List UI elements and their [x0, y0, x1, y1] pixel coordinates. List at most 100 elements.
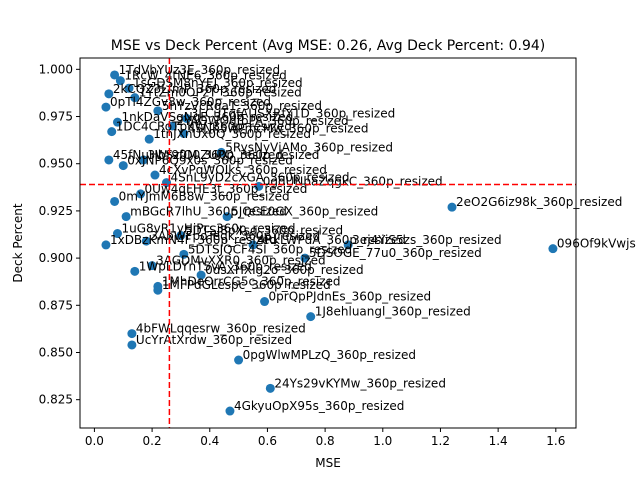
point-label: 4SNK5wPmcMw_360p_resized: [188, 122, 369, 136]
point-label: 4RkLWPdA_360p_resized: [257, 233, 406, 247]
point-label: 1MhDeOrrCG5c_360p_resized: [162, 274, 341, 288]
point-label: 1xDBzKmN4F_360p_resized: [110, 233, 277, 247]
x-tick-label: 0.8: [316, 434, 335, 448]
data-point: [104, 89, 114, 99]
point-label: 096Of9kVwjs: [557, 237, 636, 251]
point-label: 24Ys29vKYMw_360p_resized: [274, 376, 446, 390]
point-label: 1J8ehluangl_360p_resized: [315, 305, 471, 319]
point-label: 1TdVbYUz3E_360p_resized: [119, 63, 281, 77]
point-label: 0mYJmM6B8w_360p_resized: [119, 189, 290, 203]
x-tick-label: 0.4: [200, 434, 219, 448]
point-label: 5DTSJQCF4SI_360p_resized: [188, 242, 352, 256]
x-tick-label: 1.6: [546, 434, 565, 448]
data-point: [153, 285, 163, 295]
data-point: [265, 383, 275, 393]
point-label: 3AbWFpoTeqk_360p_resized: [150, 229, 320, 243]
point-label: 3AGDMvXXR0_360p_resized: [156, 254, 326, 268]
x-tick-label: 0.6: [258, 434, 277, 448]
data-point: [548, 244, 558, 254]
point-label: 5hYzVcRqa1_360p_resized: [162, 99, 322, 113]
data-point: [130, 266, 140, 276]
point-label: 3LCuTqfAUSXRfY1D_360p_resized: [191, 106, 396, 120]
plot-area-frame: [79, 57, 577, 429]
point-label: 0pgWlwMPLzQ_360p_resized: [243, 348, 416, 362]
x-axis-label: MSE: [315, 456, 341, 470]
point-label: 4GkyuOpX95s_360p_resized: [234, 399, 404, 413]
data-point: [101, 240, 111, 250]
point-label: 5RysNyVjAMo_360p_resized: [225, 140, 393, 154]
y-tick-label: 0.900: [39, 251, 73, 265]
data-point: [138, 155, 148, 165]
point-label: 0Uw4qFHE3t_360p_resized: [145, 182, 308, 196]
x-tick-label: 1.2: [431, 434, 450, 448]
data-point: [196, 270, 206, 280]
data-point: [179, 249, 189, 259]
data-point: [176, 230, 186, 240]
data-point: [182, 113, 192, 123]
x-tick-label: 0.0: [85, 434, 104, 448]
point-label: 1YtZm0OPzT_360p_resized: [139, 86, 302, 100]
y-tick-label: 0.875: [39, 298, 73, 312]
point-label: 4cXvPqWQIks_360p_resized: [159, 163, 327, 177]
chart-title: MSE vs Deck Percent (Avg MSE: 0.26, Avg …: [111, 38, 545, 54]
data-point: [447, 202, 457, 212]
point-label: 1nkDaVSgNgE_360p_resized: [121, 110, 293, 124]
point-label: 3ej4YiS5zs_360p_resized: [352, 233, 501, 247]
point-label: 1RcW_4tNE6_360p_resized: [124, 69, 286, 83]
point-label: 2eO2G6iz98k_360p_resized: [456, 195, 622, 209]
data-point: [101, 102, 111, 112]
data-point: [112, 117, 122, 127]
data-point: [141, 236, 151, 246]
y-tick-label: 0.950: [39, 157, 73, 171]
data-point: [124, 83, 134, 93]
point-label: 2YAOWOqfbPA_360p_resized: [176, 114, 348, 128]
point-label: 4bFWLqqesrw_360p_resized: [136, 322, 306, 336]
data-point: [112, 229, 122, 239]
data-point: [306, 312, 316, 322]
point-label: 0dsXHXIg2o_360p_resized: [205, 263, 364, 277]
data-point: [153, 106, 163, 116]
average-lines: [80, 58, 576, 428]
y-axis-label: Deck Percent: [11, 203, 25, 282]
point-label: 5DTSJ8pXsq_360p_resized: [185, 223, 343, 237]
point-label: 1MFPdGLespc_360p_resized: [162, 278, 331, 292]
data-point: [147, 261, 157, 271]
data-point: [234, 355, 244, 365]
x-axis-ticks: 0.0 0.2 0.4 0.6 0.8 1.0 1.2 1.4 1.6: [85, 428, 565, 448]
x-tick-label: 0.2: [143, 434, 162, 448]
point-label: 0pTl4ZGv8w_360p_resized: [110, 95, 271, 109]
point-label: 1WpLDYnT5vA_360p_resized: [139, 259, 312, 273]
data-point: [248, 240, 258, 250]
point-label: 5DSOGE_77u0_360p_resized: [309, 246, 482, 260]
data-point: [144, 134, 154, 144]
data-point: [121, 212, 131, 222]
data-point: [107, 127, 117, 137]
points-layer: [101, 70, 558, 416]
data-point: [115, 76, 125, 86]
x-tick-label: 1.4: [489, 434, 508, 448]
data-point: [179, 129, 189, 139]
data-point: [118, 161, 128, 171]
y-tick-label: 0.850: [39, 345, 73, 359]
point-label: 1uG8vR1yHjPc_360p_resized: [121, 222, 295, 236]
y-tick-label: 0.975: [39, 110, 73, 124]
point-label: 3Wr9fQ0ZUPQ_360p_resized: [147, 148, 319, 162]
data-point: [136, 189, 146, 199]
data-point: [127, 340, 137, 350]
data-point: [150, 170, 160, 180]
point-label: 2kCQZ3LfmP_360p_resized: [113, 82, 277, 96]
x-tick-label: 1.0: [373, 434, 392, 448]
y-tick-label: 1.000: [39, 62, 73, 76]
data-point: [127, 329, 137, 339]
data-point: [216, 147, 226, 157]
y-tick-label: 0.925: [39, 204, 73, 218]
data-point: [225, 406, 235, 416]
data-point: [130, 93, 140, 103]
point-label: 1DC4CRoTpKW_360p_resized: [116, 120, 292, 134]
point-label: 4SnL9yD2cXGA_360p_resized: [171, 171, 350, 185]
data-point: [343, 240, 353, 250]
y-axis-ticks: 0.825 0.850 0.875 0.900 0.925 0.950 0.975 1.000: [39, 62, 80, 407]
data-point: [300, 253, 310, 263]
point-label: 1tnJXnUx0Q_360p_resized: [153, 127, 311, 141]
